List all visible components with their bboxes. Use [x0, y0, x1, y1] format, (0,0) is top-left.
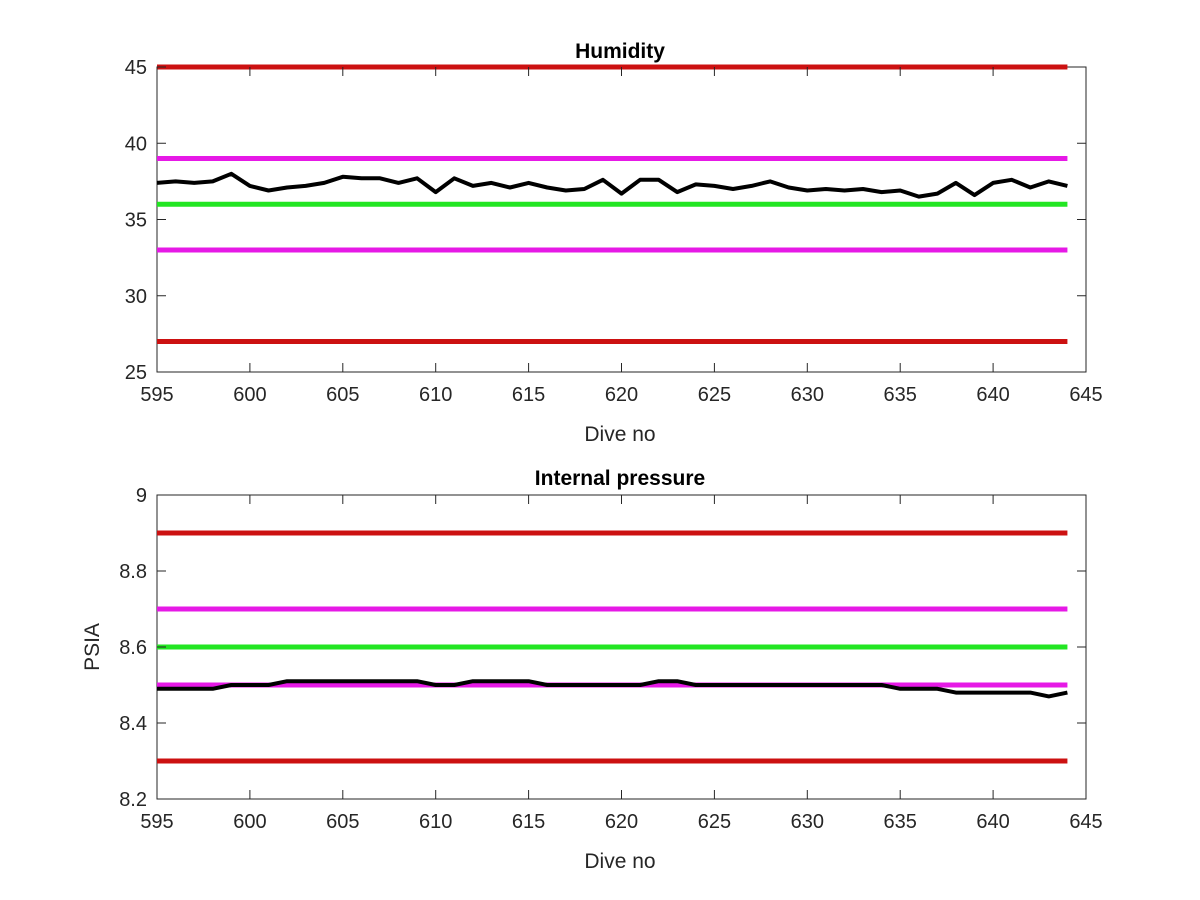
x-tick-label: 645 — [1069, 384, 1102, 406]
y-tick-label: 40 — [125, 133, 147, 155]
chart-title: Internal pressure — [535, 467, 705, 490]
x-tick-label: 630 — [791, 811, 824, 833]
y-tick-label: 8.4 — [119, 713, 147, 735]
x-tick-label: 630 — [791, 384, 824, 406]
y-tick-label: 8.2 — [119, 789, 147, 811]
x-tick-label: 600 — [233, 384, 266, 406]
x-tick-label: 605 — [326, 384, 359, 406]
axes-box — [156, 66, 1087, 373]
x-tick-label: 635 — [884, 384, 917, 406]
x-tick-label: 620 — [605, 384, 638, 406]
x-tick-label: 610 — [419, 384, 452, 406]
x-axis-label: Dive no — [584, 850, 655, 873]
plot-area: 595 600 605 610 615 620 625 630 635 640 645 8.2 8.4 8… — [119, 485, 1103, 833]
x-tick-label: 615 — [512, 384, 545, 406]
x-tick-label: 625 — [698, 811, 731, 833]
internal-pressure-chart: 595 600 605 610 615 620 625 630 635 640 645 8.2 8.4 8… — [81, 467, 1103, 873]
x-tick-label: 615 — [512, 811, 545, 833]
y-tick-label: 45 — [125, 57, 147, 79]
x-tick-label: 605 — [326, 811, 359, 833]
x-tick-label: 620 — [605, 811, 638, 833]
x-axis-label: Dive no — [584, 423, 655, 446]
chart-title: Humidity — [575, 40, 665, 63]
y-tick-label: 35 — [125, 210, 147, 232]
x-tick-label: 645 — [1069, 811, 1102, 833]
plot-area: 595 600 605 610 615 620 625 630 635 640 645 25 30 35 4… — [125, 57, 1103, 406]
x-tick-label: 625 — [698, 384, 731, 406]
y-tick-label: 9 — [136, 485, 147, 507]
y-tick-label: 8.6 — [119, 637, 147, 659]
y-tick-label: 25 — [125, 362, 147, 384]
x-tick-label: 595 — [140, 384, 173, 406]
x-tick-label: 640 — [976, 811, 1009, 833]
y-tick-label: 30 — [125, 286, 147, 308]
humidity-chart: 595 600 605 610 615 620 625 630 635 640 645 25 30 35 4… — [125, 40, 1103, 446]
x-tick-label: 595 — [140, 811, 173, 833]
x-tick-label: 635 — [884, 811, 917, 833]
series-line — [157, 679, 1068, 699]
x-tick-label: 610 — [419, 811, 452, 833]
x-tick-label: 640 — [976, 384, 1009, 406]
x-tick-label: 600 — [233, 811, 266, 833]
y-tick-label: 8.8 — [119, 561, 147, 583]
series-line — [156, 171, 1068, 199]
y-axis-label: PSIA — [81, 623, 104, 671]
